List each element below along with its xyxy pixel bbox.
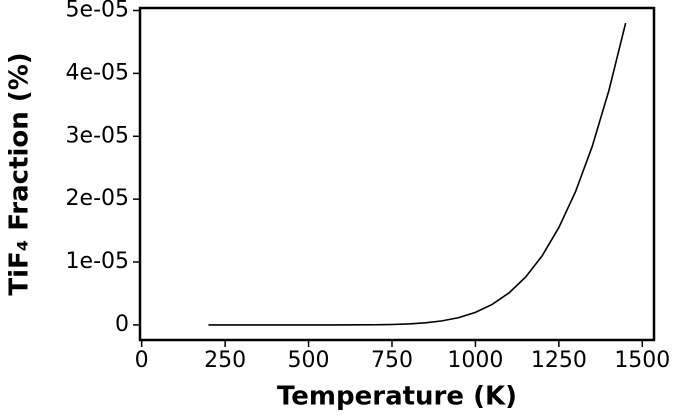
x-tick-label: 1250 bbox=[531, 348, 587, 373]
line bbox=[208, 22, 627, 326]
y-tick-label: 4e-05 bbox=[66, 60, 129, 85]
y-axis-label: TiF₄ Fraction (%) bbox=[5, 52, 35, 295]
y-tick-label: 1e-05 bbox=[66, 249, 129, 274]
y-tick-label: 0 bbox=[115, 312, 129, 337]
x-tick-label: 500 bbox=[288, 348, 330, 373]
y-tick-label: 2e-05 bbox=[66, 186, 129, 211]
y-tick-label: 3e-05 bbox=[66, 123, 129, 148]
x-axis-label: Temperature (K) bbox=[277, 382, 517, 412]
x-tick-label: 0 bbox=[135, 348, 149, 373]
y-tick-label: 5e-05 bbox=[66, 0, 129, 23]
plot-frame bbox=[138, 6, 656, 342]
x-tick-label: 1500 bbox=[614, 348, 670, 373]
x-tick-label: 1000 bbox=[447, 348, 503, 373]
x-tick-label: 250 bbox=[204, 348, 246, 373]
x-tick-label: 750 bbox=[371, 348, 413, 373]
